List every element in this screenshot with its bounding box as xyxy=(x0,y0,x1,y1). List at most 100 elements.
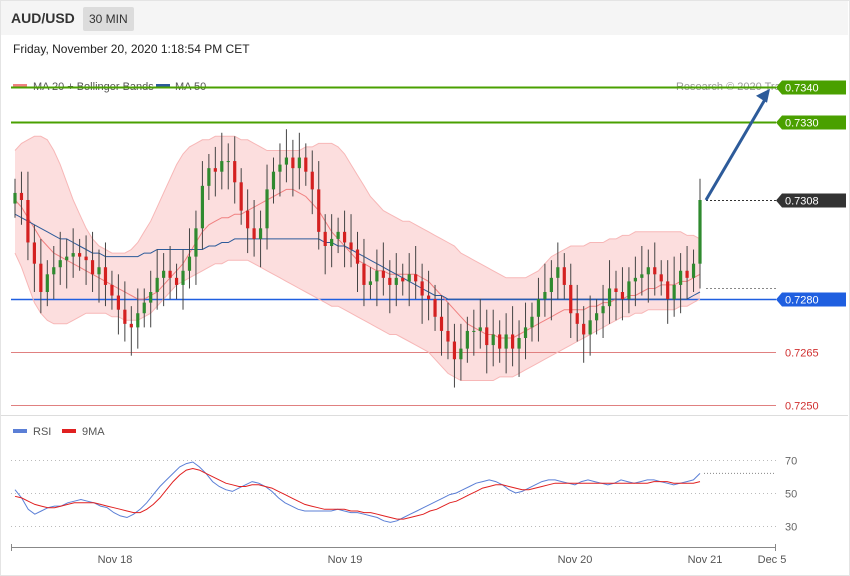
candle-down xyxy=(381,270,385,278)
candle-up xyxy=(607,288,612,307)
rsi-line xyxy=(14,461,701,523)
rsi-tick-label: 30 xyxy=(785,522,797,534)
candle-down xyxy=(26,200,30,243)
candle-down xyxy=(569,284,573,314)
candle-up xyxy=(530,316,534,328)
candle-up xyxy=(549,277,553,292)
candle-up xyxy=(200,185,205,229)
candle-up xyxy=(633,277,637,282)
candle-down xyxy=(252,228,256,239)
candle-up xyxy=(601,306,605,314)
candle-up xyxy=(679,270,683,285)
candle-down xyxy=(233,161,237,183)
candle-down xyxy=(388,277,392,285)
candle-down xyxy=(317,189,321,232)
candle-up xyxy=(258,228,263,239)
candle-down xyxy=(304,157,308,172)
candle-down xyxy=(323,231,327,246)
candle-up xyxy=(142,302,146,314)
candle-up xyxy=(478,327,482,331)
candle-down xyxy=(123,309,127,324)
candle-down xyxy=(355,249,360,264)
top-bar xyxy=(1,1,848,35)
timeframe-button[interactable]: 30 MIN xyxy=(83,7,134,31)
pane-separator xyxy=(1,415,848,416)
candle-down xyxy=(582,323,586,335)
candle-down xyxy=(362,263,366,285)
level-tag xyxy=(776,193,846,208)
rsi-ma-legend-swatch xyxy=(62,429,76,433)
candle-down xyxy=(433,299,437,317)
level-tag xyxy=(776,80,846,95)
candle-down xyxy=(310,171,314,190)
candle-up xyxy=(336,231,340,239)
candle-down xyxy=(426,295,431,300)
candle-down xyxy=(129,323,133,328)
datetime-label: Friday, November 20, 2020 1:18:54 PM CET xyxy=(13,42,250,56)
rsi-tick-label: 50 xyxy=(785,489,797,501)
candle-up xyxy=(136,313,140,328)
candle-down xyxy=(685,270,689,278)
candle-down xyxy=(78,253,82,257)
candle-down xyxy=(510,334,515,349)
candle-up xyxy=(407,274,411,282)
candle-down xyxy=(103,267,108,285)
candle-up xyxy=(394,277,398,285)
candle-up xyxy=(536,299,541,317)
level-labels: 0.7340 0.7330 0.7308 0.7280 0.7265 0.7250 xyxy=(776,80,846,413)
candle-down xyxy=(32,242,36,264)
candle-down xyxy=(84,256,88,261)
level-label: 0.7330 xyxy=(785,118,819,130)
candle-down xyxy=(116,295,120,310)
candle-up xyxy=(375,270,379,282)
ma50-legend-swatch xyxy=(156,84,170,88)
candle-down xyxy=(562,267,566,285)
candle-up xyxy=(265,189,269,229)
candle-down xyxy=(614,288,618,292)
candle-down xyxy=(485,327,489,346)
candle-up xyxy=(162,270,166,278)
level-label: 0.7265 xyxy=(785,348,819,360)
candle-up xyxy=(155,277,159,292)
candle-up xyxy=(504,334,508,349)
candle-up xyxy=(58,260,62,268)
rsi-grid: 70 50 30 xyxy=(11,456,797,534)
candle-up xyxy=(194,228,198,257)
price-pane: MA 20 + Bollinger Bands MA 50 Research ©… xyxy=(11,80,846,413)
rsi-legend-label: RSI xyxy=(33,426,51,438)
rsi-lines xyxy=(14,461,776,523)
candle-up xyxy=(13,192,17,204)
candle-up xyxy=(187,256,192,271)
level-label: 0.7340 xyxy=(785,83,819,95)
candle-up xyxy=(297,157,301,169)
candle-up xyxy=(523,327,528,338)
bb-lower-line xyxy=(14,252,701,381)
x-tick-label: Dec 5 xyxy=(758,554,787,566)
candle-up xyxy=(368,281,373,285)
candle-up xyxy=(672,284,676,300)
candle-down xyxy=(19,192,24,200)
level-label: 0.7280 xyxy=(785,295,819,307)
candle-down xyxy=(666,281,670,300)
rsi-ma-line xyxy=(14,467,701,520)
candle-up xyxy=(646,267,650,275)
candle-up xyxy=(45,274,49,292)
target-arrow-head xyxy=(756,88,770,103)
candle-down xyxy=(401,277,405,282)
rsi-legend-swatch xyxy=(13,429,27,433)
candle-down xyxy=(39,263,43,292)
candles xyxy=(13,129,702,388)
target-arrow xyxy=(704,88,770,201)
candle-down xyxy=(342,231,347,243)
candle-up xyxy=(207,168,211,186)
candle-up xyxy=(491,334,495,346)
candle-up xyxy=(220,161,224,172)
candle-down xyxy=(452,341,457,360)
candle-down xyxy=(174,277,179,285)
candle-down xyxy=(446,330,450,342)
candle-up xyxy=(271,171,276,190)
symbol-title: AUD/USD xyxy=(11,10,75,26)
level-tag xyxy=(776,292,846,307)
candle-up xyxy=(691,263,696,278)
